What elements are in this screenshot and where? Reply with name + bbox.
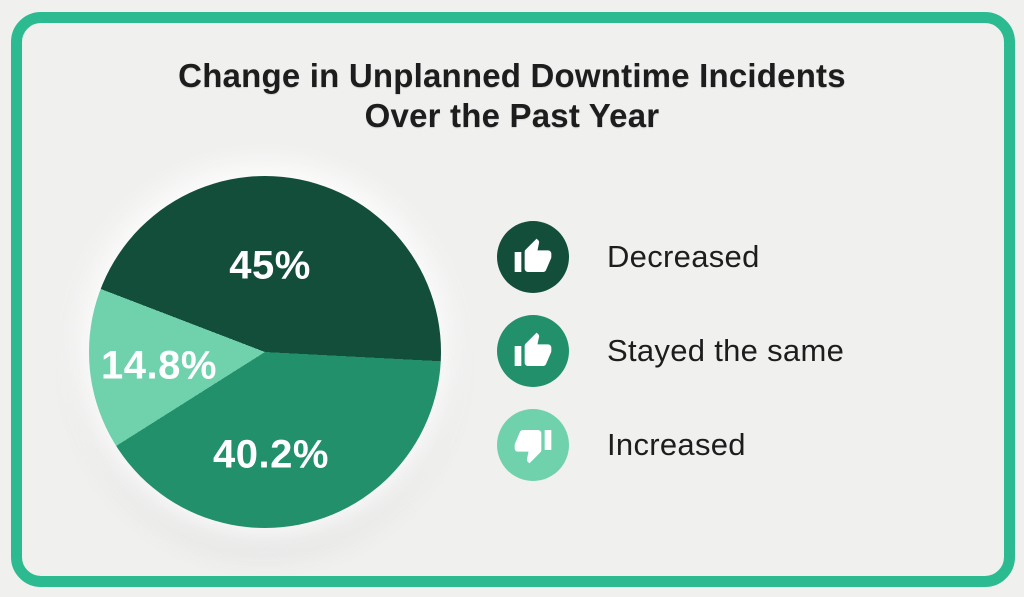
legend-label: Stayed the same	[607, 333, 845, 368]
legend-swatch	[497, 315, 569, 387]
chart-title: Change in Unplanned Downtime Incidents O…	[0, 56, 1024, 136]
legend: Decreased Stayed the same Increased	[497, 221, 844, 481]
legend-swatch	[497, 221, 569, 293]
legend-swatch	[497, 409, 569, 481]
chart-title-line2: Over the Past Year	[364, 97, 660, 134]
thumbs-up-icon	[514, 332, 552, 366]
thumbs-down-icon	[514, 430, 552, 464]
chart-title-line1: Change in Unplanned Downtime Incidents	[178, 57, 846, 94]
legend-item-decreased: Decreased	[497, 221, 844, 293]
pie-slice-label-increased: 14.8%	[101, 343, 217, 388]
pie-chart: 45% 14.8% 40.2%	[89, 176, 441, 528]
legend-label: Increased	[607, 427, 746, 462]
legend-label: Decreased	[607, 239, 760, 274]
pie-slice-label-decreased: 45%	[229, 243, 311, 288]
pie-slice-label-stayed-the-same: 40.2%	[213, 432, 329, 477]
legend-item-increased: Increased	[497, 409, 844, 481]
thumbs-up-icon	[514, 238, 552, 272]
legend-item-stayed-the-same: Stayed the same	[497, 315, 844, 387]
